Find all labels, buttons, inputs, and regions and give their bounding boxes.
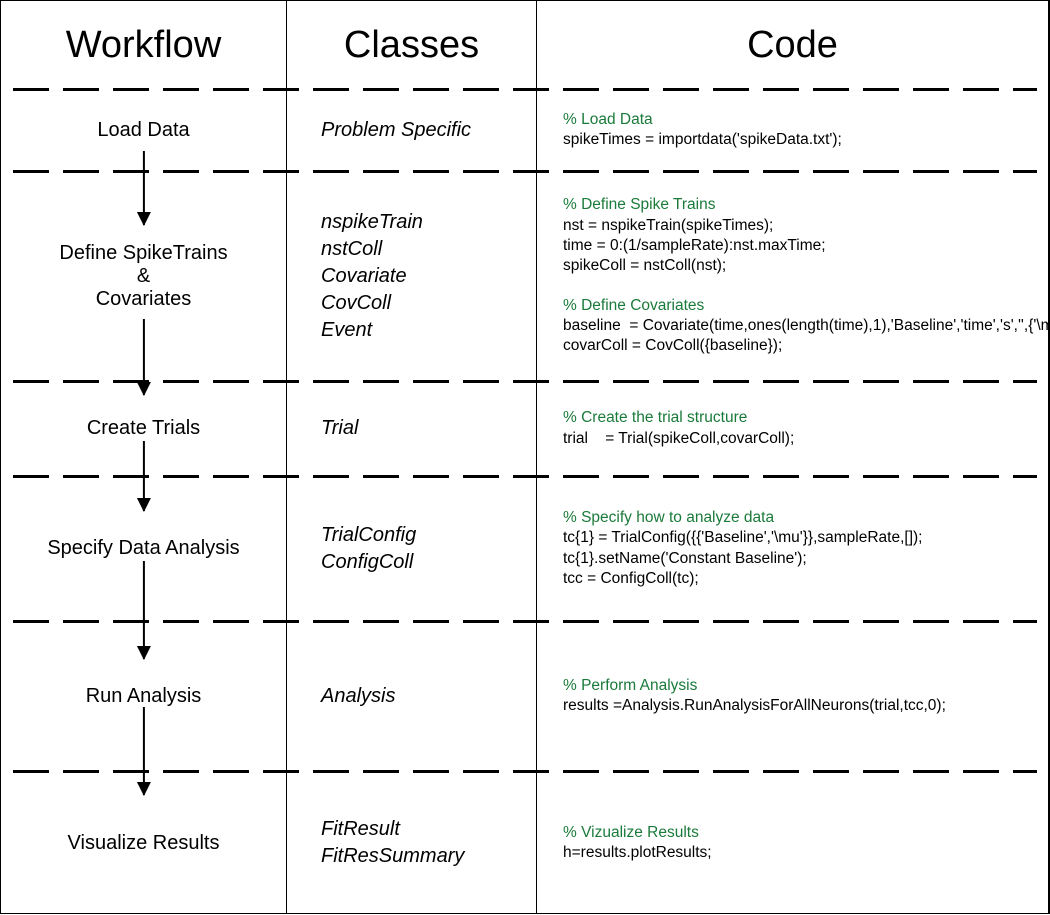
header-workflow: Workflow (1, 1, 286, 89)
header-code-label: Code (747, 24, 838, 67)
code-line: spikeColl = nstColl(nst); (563, 256, 1048, 276)
divider-dash (13, 620, 1037, 624)
code-comment: % Specify how to analyze data (563, 508, 1048, 528)
code-cell: % Vizualize Resultsh=results.plotResults… (537, 771, 1048, 915)
divider-dash (13, 380, 1037, 384)
class-name: Event (321, 317, 536, 344)
class-name: ConfigColl (321, 549, 536, 576)
code-line: trial = Trial(spikeColl,covarColl); (563, 429, 1048, 449)
workflow-diagram: Workflow Load Data Define SpikeTrains&Cov… (0, 0, 1050, 914)
workflow-step-label: Specify Data Analysis (1, 537, 286, 560)
header-code: Code (537, 1, 1048, 89)
workflow-step-label: Create Trials (1, 417, 286, 440)
arrow-down-icon (142, 151, 144, 225)
code-line: tc{1} = TrialConfig({{'Baseline','\mu'}}… (563, 528, 1048, 548)
code-blank (563, 276, 1048, 296)
class-name: FitResSummary (321, 843, 536, 870)
code-comment: % Load Data (563, 110, 1048, 130)
workflow-step-label: Visualize Results (1, 832, 286, 855)
class-name: nspikeTrain (321, 209, 536, 236)
arrow-down-icon (142, 561, 144, 659)
code-comment: % Define Spike Trains (563, 195, 1048, 215)
code-line: time = 0:(1/sampleRate):nst.maxTime; (563, 236, 1048, 256)
col-workflow: Workflow Load Data Define SpikeTrains&Cov… (1, 1, 287, 913)
class-name: Trial (321, 415, 536, 442)
class-name: Problem Specific (321, 117, 536, 144)
code-comment: % Perform Analysis (563, 676, 1048, 696)
arrow-down-icon (142, 707, 144, 795)
classes-cell: Analysis (287, 621, 536, 771)
classes-cell: Problem Specific (287, 89, 536, 171)
classes-cell: TrialConfigConfigColl (287, 476, 536, 621)
code-line: tc{1}.setName('Constant Baseline'); (563, 549, 1048, 569)
code-line: covarColl = CovColl({baseline}); (563, 336, 1048, 356)
classes-cell: FitResultFitResSummary (287, 771, 536, 915)
code-line: spikeTimes = importdata('spikeData.txt')… (563, 130, 1048, 150)
code-line: tcc = ConfigColl(tc); (563, 569, 1048, 589)
divider-dash (13, 88, 1037, 92)
col-classes: Classes Problem Specific nspikeTrainnstCo… (287, 1, 537, 913)
class-name: nstColl (321, 236, 536, 263)
workflow-step-label: Define SpikeTrains&Covariates (1, 242, 286, 311)
divider-dash (13, 475, 1037, 479)
header-classes-label: Classes (344, 24, 479, 67)
code-cell: % Define Spike Trainsnst = nspikeTrain(s… (537, 171, 1048, 381)
code-comment: % Define Covariates (563, 296, 1048, 316)
code-line: results =Analysis.RunAnalysisForAllNeuro… (563, 696, 1048, 716)
header-classes: Classes (287, 1, 536, 89)
code-comment: % Vizualize Results (563, 823, 1048, 843)
class-name: Covariate (321, 263, 536, 290)
col-code: Code % Load DataspikeTimes = importdata(… (537, 1, 1049, 913)
code-cell: % Perform Analysisresults =Analysis.RunA… (537, 621, 1048, 771)
code-cell: % Load DataspikeTimes = importdata('spik… (537, 89, 1048, 171)
classes-cell: Trial (287, 381, 536, 476)
class-name: FitResult (321, 816, 536, 843)
code-cell: % Specify how to analyze datatc{1} = Tri… (537, 476, 1048, 621)
header-workflow-label: Workflow (66, 24, 222, 67)
divider-dash (13, 770, 1037, 774)
workflow-step-label: Load Data (1, 119, 286, 142)
class-name: TrialConfig (321, 522, 536, 549)
arrow-down-icon (142, 319, 144, 395)
class-name: CovColl (321, 290, 536, 317)
classes-cell: nspikeTrainnstCollCovariateCovCollEvent (287, 171, 536, 381)
code-cell: % Create the trial structuretrial = Tria… (537, 381, 1048, 476)
code-comment: % Create the trial structure (563, 408, 1048, 428)
class-name: Analysis (321, 683, 536, 710)
workflow-step-label: Run Analysis (1, 685, 286, 708)
code-line: baseline = Covariate(time,ones(length(ti… (563, 316, 1048, 336)
code-line: nst = nspikeTrain(spikeTimes); (563, 216, 1048, 236)
divider-dash (13, 170, 1037, 174)
code-line: h=results.plotResults; (563, 843, 1048, 863)
